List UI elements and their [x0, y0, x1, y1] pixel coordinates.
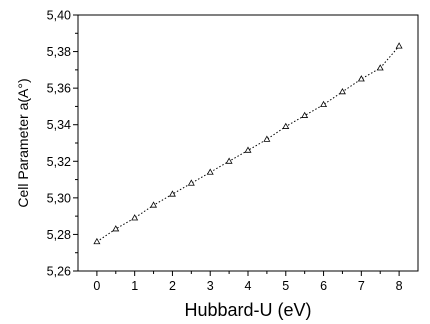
data-point	[93, 237, 101, 245]
y-tick-label: 5,32	[47, 155, 71, 169]
data-markers	[93, 42, 403, 245]
x-tick-label: 4	[245, 279, 252, 293]
y-tick-label: 5,30	[47, 191, 71, 205]
data-point	[225, 157, 233, 164]
data-point	[263, 135, 271, 142]
y-axis-title: Cell Parameter a(A°)	[15, 78, 31, 207]
data-point	[244, 146, 252, 153]
data-point	[206, 168, 214, 175]
data-point	[168, 190, 176, 197]
series-line	[96, 45, 400, 243]
y-tick-label: 5,34	[47, 118, 71, 132]
plot-frame	[77, 14, 419, 272]
data-point	[282, 122, 290, 129]
y-tick-label: 5,28	[47, 228, 71, 242]
data-point	[150, 201, 158, 208]
x-tick-label: 3	[207, 279, 214, 293]
y-tick-label: 5,36	[47, 82, 71, 96]
x-tick-label: 0	[93, 279, 100, 293]
data-point	[320, 100, 328, 107]
data-point	[301, 111, 309, 118]
data-point	[338, 87, 346, 95]
x-tick-label: 7	[358, 279, 365, 293]
y-axis-ticks: 5,26 5,28 5,30 5,32 5,34 5,36 5,38 5,40	[47, 9, 78, 279]
y-tick-label: 5,26	[47, 265, 71, 279]
data-point	[112, 225, 120, 232]
x-tick-label: 8	[396, 279, 403, 293]
x-tick-label: 5	[282, 279, 289, 293]
data-point	[395, 42, 403, 49]
data-point	[131, 214, 139, 221]
x-tick-label: 1	[131, 279, 138, 293]
x-tick-label: 2	[169, 279, 176, 293]
y-tick-label: 5,38	[47, 45, 71, 59]
data-point	[187, 179, 195, 186]
x-tick-label: 6	[320, 279, 327, 293]
y-tick-label: 5,40	[47, 9, 71, 23]
data-point	[376, 64, 384, 71]
data-point	[357, 75, 365, 82]
x-axis-ticks: 0 1 2 3 4 5 6 7 8	[93, 271, 403, 293]
x-axis-title: Hubbard-U (eV)	[184, 300, 311, 320]
